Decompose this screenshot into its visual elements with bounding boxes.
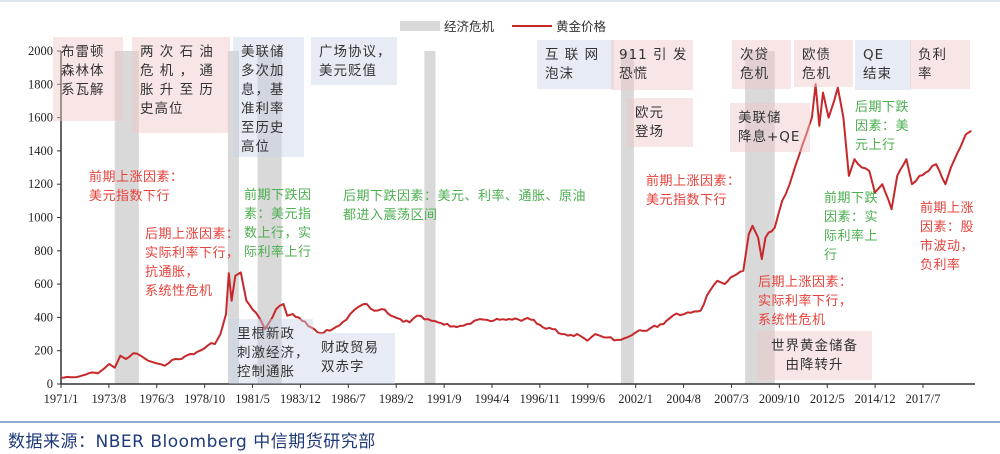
x-tick-label: 1991/9: [427, 392, 462, 406]
footer-divider: [0, 421, 1000, 423]
x-tick-label: 1973/8: [92, 392, 127, 406]
y-tick-label: 1200: [28, 177, 53, 191]
y-tick-label: 1000: [28, 211, 53, 225]
note-oil-crisis: 两 次 石 油 危 机 ， 通 胀 升 至 历 史高位: [132, 37, 230, 133]
note-qe-end: QE 结束: [855, 40, 911, 90]
annotation-early-rise-2000s: 前期上涨因素： 美元指数下行: [646, 174, 741, 208]
x-tick-label: 2017/7: [906, 392, 941, 406]
note-911: 911 引 发 恐慌: [611, 40, 693, 90]
x-tick-label: 1983/12: [280, 392, 321, 406]
note-subprime: 次贷 危机: [732, 40, 791, 89]
gold-price-line: [60, 83, 972, 379]
legend-item-price: 黄金价格: [512, 16, 606, 35]
legend-item-recession: 经济危机: [400, 16, 494, 35]
x-tick-label: 2012/5: [810, 392, 845, 406]
note-negative-rate: 负利 率: [910, 40, 970, 89]
note-dotcom: 互 联 网 泡沫: [537, 40, 614, 89]
x-tick-label: 2004/8: [666, 392, 701, 406]
note-twin-deficit: 财政贸易 双赤字: [313, 333, 395, 384]
annotation-early-rise-1970s: 前期上涨因素： 美元指数下行: [89, 170, 184, 204]
annotation-early-fall-1980s: 前期下跌因 素：美元指 数上行，实 际利率上行: [244, 188, 312, 260]
note-bretton-woods: 布雷顿 森林体 系瓦解: [53, 37, 123, 121]
x-tick-label: 1971/1: [44, 392, 79, 406]
x-tick-label: 1989/2: [379, 392, 414, 406]
y-tick-label: 600: [34, 277, 53, 291]
recession-swatch-icon: [400, 20, 440, 31]
annotation-late-rise-1970s: 后期上涨因素： 实际利率下行， 抗通胀， 系统性危机: [145, 227, 240, 299]
x-tick-label: 1978/10: [184, 392, 225, 406]
annotation-late-rise-2000s: 后期上涨因素： 实际利率下行， 系统性危机: [758, 275, 853, 328]
y-tick-label: 2000: [28, 44, 53, 58]
note-gold-reserves: 世界黄金储备 由降转升: [757, 331, 872, 380]
x-tick-label: 1994/4: [475, 392, 510, 406]
annotation-late-fall-2010s: 后期下跌 因素：美 元上行: [855, 100, 910, 153]
annotation-late-fall-1980s: 后期下跌因素：美元、利率、通胀、原油 都进入震荡区间: [343, 189, 587, 223]
recession-bar: [227, 51, 239, 384]
y-tick-label: 1800: [28, 77, 53, 91]
y-tick-label: 0: [47, 377, 53, 391]
y-tick-label: 200: [34, 344, 53, 358]
gold-price-chart: 0 200 400 600 800 1000 1200 1400 1600 1800 2000 197…: [28, 44, 975, 406]
top-border: [0, 0, 1000, 2]
recession-bar: [257, 51, 282, 384]
y-tick-label: 400: [34, 310, 53, 324]
note-plaza-accord: 广场协议， 美元贬值: [311, 37, 397, 85]
data-source: 数据来源：NBER Bloomberg 中信期货研究部: [8, 432, 376, 452]
recession-bars: [114, 51, 775, 384]
x-tick-label: 1996/11: [520, 392, 561, 406]
y-tick-label: 1400: [28, 144, 53, 158]
recession-bar: [620, 51, 634, 384]
recession-bar: [424, 51, 436, 384]
y-tick-label: 1600: [28, 111, 53, 125]
line-swatch-icon: [512, 24, 553, 27]
x-tick-label: 2014/12: [855, 392, 896, 406]
note-reagan: 里根新政 刺激经济， 控制通胀: [229, 319, 313, 384]
recession-bar: [114, 51, 139, 384]
annotation-early-fall-2010s: 前期下跌 因素：实 际利率上 行: [824, 191, 879, 263]
x-tick-label: 1999/6: [570, 392, 605, 406]
legend-price-label: 黄金价格: [556, 19, 607, 34]
recession-bar: [745, 51, 775, 384]
axes: 0 200 400 600 800 1000 1200 1400 1600 1800 2000 197…: [28, 44, 975, 406]
legend: 经济危机 黄金价格: [400, 16, 616, 35]
note-euro-debt: 欧债 危机: [794, 40, 853, 87]
annotation-early-rise-2010s: 前期上涨 因素：股 市波动， 负利率: [920, 201, 975, 273]
x-tick-label: 1986/7: [331, 392, 366, 406]
x-tick-label: 1976/3: [139, 392, 174, 406]
y-tick-label: 800: [34, 244, 53, 258]
x-tick-label: 2007/3: [714, 392, 749, 406]
note-euro: 欧元 登场: [627, 98, 693, 147]
x-tick-label: 1981/5: [235, 392, 270, 406]
note-fed-hikes: 美联储 多次加 息，基 准利率 至历史 高位: [233, 37, 304, 157]
note-fed-cut-qe: 美联储 降息+QE: [730, 103, 810, 152]
x-tick-label: 2009/10: [759, 392, 800, 406]
x-tick-label: 2002/1: [618, 392, 653, 406]
legend-recession-label: 经济危机: [444, 19, 495, 34]
